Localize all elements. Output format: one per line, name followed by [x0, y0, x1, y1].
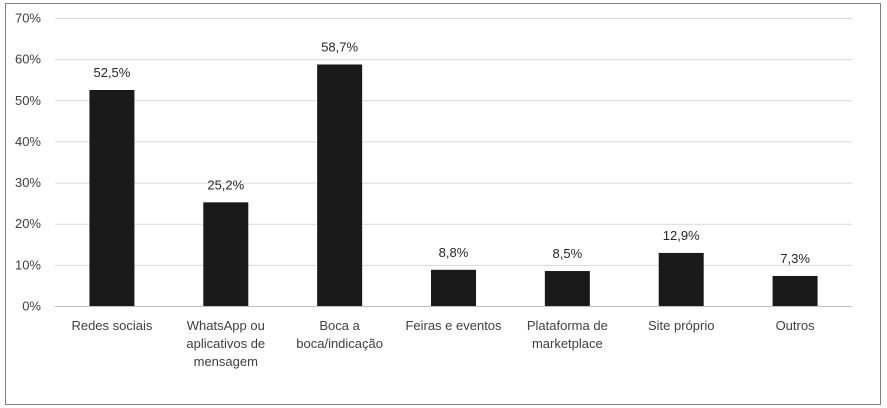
data-label: 58,7%	[321, 39, 358, 54]
category-label: Feiras e eventos	[405, 318, 502, 333]
data-label: 12,9%	[663, 228, 700, 243]
data-label: 8,5%	[553, 246, 583, 261]
category-label-line: mensagem	[194, 354, 258, 369]
category-label: Site próprio	[648, 318, 714, 333]
y-tick-label: 10%	[15, 257, 41, 272]
y-tick-label: 50%	[15, 93, 41, 108]
category-label-line: WhatsApp ou	[187, 318, 265, 333]
category-label-line: marketplace	[532, 336, 603, 351]
category-label-line: Site próprio	[648, 318, 714, 333]
category-label-line: aplicativos de	[186, 336, 265, 351]
y-tick-label: 20%	[15, 216, 41, 231]
y-tick-label: 30%	[15, 175, 41, 190]
category-label-line: Plataforma de	[527, 318, 608, 333]
bar	[317, 64, 363, 307]
category-label-line: Boca a	[319, 318, 360, 333]
bars	[89, 64, 818, 307]
chart-frame	[5, 3, 881, 405]
bar	[89, 90, 135, 306]
x-axis-categories: Redes sociais WhatsApp ou aplicativos de me…	[71, 318, 815, 369]
category-label-line: boca/indicação	[296, 336, 383, 351]
data-labels: 52,5% 25,2% 58,7% 8,8% 8,5% 12,9% 7,3%	[93, 39, 810, 265]
category-label: Plataforma de marketplace	[527, 318, 608, 351]
y-tick-label: 40%	[15, 134, 41, 149]
y-axis-ticks: 0% 10% 20% 30% 40% 50% 60% 70%	[15, 11, 41, 314]
y-tick-label: 60%	[15, 52, 41, 67]
bar	[658, 252, 704, 306]
data-label: 25,2%	[207, 177, 244, 192]
data-label: 8,8%	[439, 245, 469, 260]
category-label: WhatsApp ou aplicativos de mensagem	[186, 318, 265, 369]
data-label: 7,3%	[780, 251, 810, 266]
category-label-line: Feiras e eventos	[405, 318, 502, 333]
category-label: Redes sociais	[71, 318, 152, 333]
bar	[772, 275, 818, 306]
bar	[544, 271, 590, 306]
y-tick-label: 0%	[22, 299, 41, 314]
category-label-line: Redes sociais	[71, 318, 152, 333]
gridlines	[55, 18, 852, 307]
category-label: Outros	[776, 318, 816, 333]
y-tick-label: 70%	[15, 11, 41, 26]
bar	[203, 202, 249, 306]
bar	[431, 269, 476, 306]
category-label: Boca a boca/indicação	[296, 318, 383, 351]
data-label: 52,5%	[93, 65, 130, 80]
category-label-line: Outros	[776, 318, 816, 333]
